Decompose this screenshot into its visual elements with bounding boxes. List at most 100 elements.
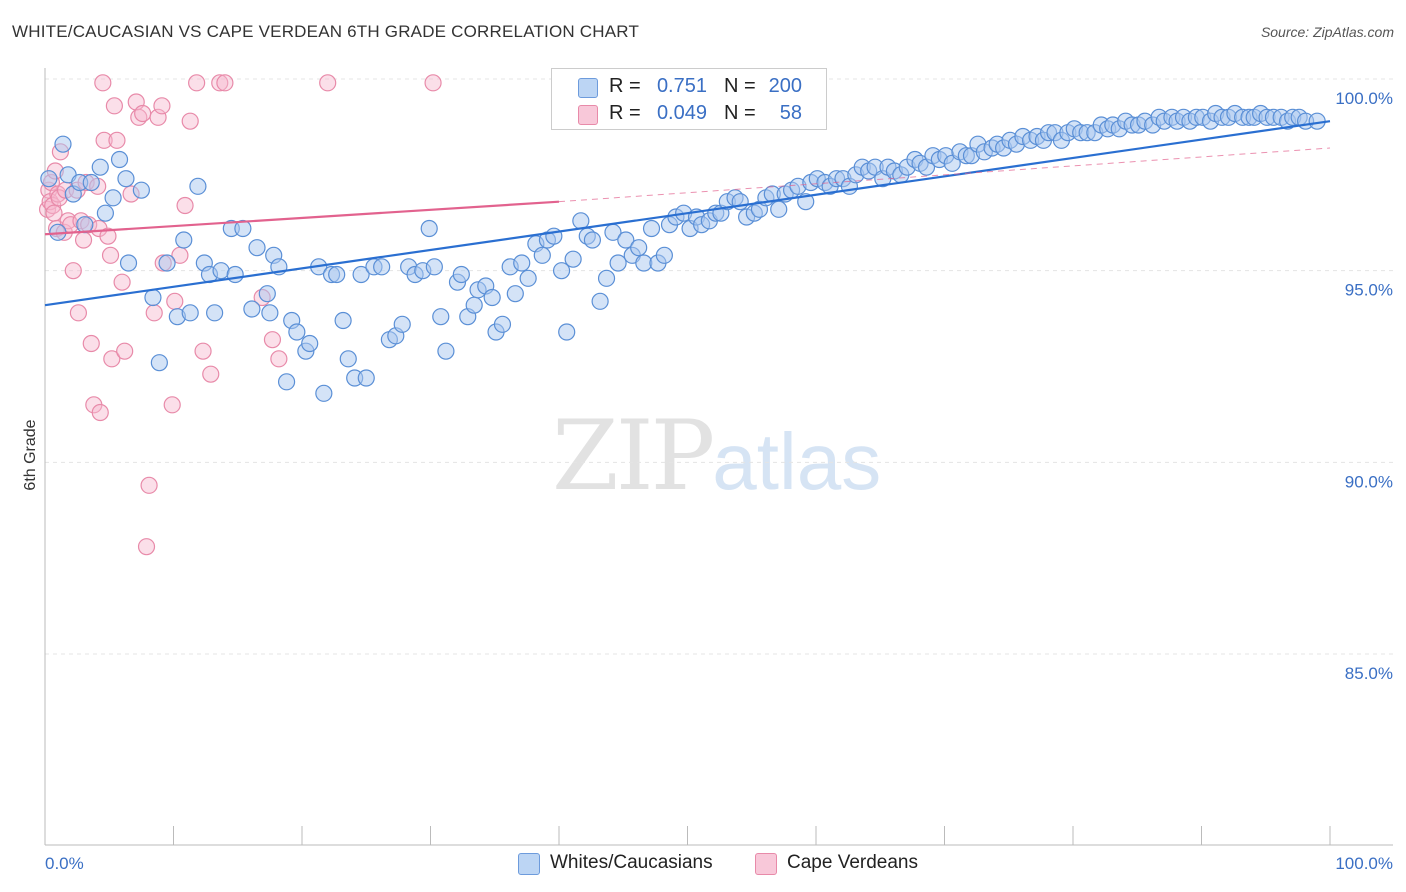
watermark-zip: ZIP (552, 400, 715, 512)
white-caucasian-point (150, 354, 168, 372)
legend-n-value: 58 (779, 102, 802, 124)
white-caucasian-point (54, 135, 72, 153)
legend-swatch-pink (578, 105, 598, 125)
cape-verdean-point (105, 97, 123, 115)
chart-title: WHITE/CAUCASIAN VS CAPE VERDEAN 6TH GRAD… (12, 22, 640, 41)
white-caucasian-point (452, 265, 470, 284)
legend-r-value: 0.049 (656, 102, 707, 124)
white-caucasian-point (40, 170, 58, 188)
white-caucasian-point (301, 334, 319, 353)
white-caucasian-point (630, 239, 648, 257)
legend-row-cape-verdeans: R = 0.049 N = 58 (552, 100, 826, 126)
white-caucasian-point (339, 350, 357, 368)
cape-verdean-point (176, 196, 194, 215)
x-tick-label: 100.0% (1335, 854, 1393, 873)
white-caucasian-point (181, 304, 199, 322)
white-caucasian-point (597, 269, 616, 287)
white-caucasian-point (328, 265, 346, 284)
white-caucasian-point (609, 254, 627, 272)
white-caucasian-point (119, 254, 138, 272)
white-caucasian-point (212, 262, 230, 280)
x-tick-label: 0.0% (45, 854, 84, 873)
white-caucasian-point (425, 258, 443, 276)
white-caucasian-point (96, 204, 114, 222)
white-caucasian-point (189, 177, 207, 195)
white-caucasian-point (564, 250, 582, 268)
white-caucasian-point (261, 304, 279, 322)
cape-verdean-point (263, 331, 282, 349)
white-caucasian-point (432, 308, 450, 326)
cape-verdean-point (194, 342, 212, 360)
y-tick-label: 100.0% (1335, 89, 1393, 108)
white-caucasian-point (243, 300, 261, 318)
white-caucasian-point (617, 231, 635, 249)
white-caucasian-point (393, 315, 411, 333)
bottom-legend-label: Cape Verdeans (787, 852, 918, 873)
legend-r-label: R = (609, 102, 641, 124)
cape-verdean-point (188, 74, 206, 92)
cape-verdean-point (270, 350, 288, 368)
cape-verdean-point (202, 365, 220, 383)
white-caucasian-point (642, 219, 661, 238)
white-caucasian-point (583, 231, 602, 249)
cape-verdeans-trend-line (44, 200, 560, 236)
cape-verdean-point (113, 273, 131, 291)
white-caucasian-point (533, 246, 551, 264)
white-caucasian-point (277, 373, 296, 391)
white-caucasian-point (465, 296, 483, 314)
legend-r-value: 0.751 (656, 75, 707, 97)
white-caucasian-point (572, 212, 590, 230)
cape-verdeans-trend-extension (558, 147, 1331, 203)
y-tick-label: 85.0% (1345, 664, 1393, 683)
legend-row-whites: R = 0.751 N = 200 (552, 73, 826, 99)
cape-verdean-point (137, 538, 156, 556)
legend-n-label: N = (724, 102, 756, 124)
y-tick-label: 90.0% (1345, 472, 1393, 491)
cape-verdean-point (103, 350, 121, 368)
cape-verdean-point (82, 334, 100, 353)
white-caucasian-point (493, 315, 512, 333)
white-caucasian-point (206, 304, 224, 322)
cape-verdean-point (153, 97, 171, 115)
white-caucasian-point (158, 254, 176, 272)
white-caucasian-point (288, 323, 306, 341)
white-caucasian-point (226, 265, 244, 284)
white-caucasian-point (552, 262, 571, 280)
white-caucasian-point (144, 288, 162, 307)
legend-swatch-blue (578, 78, 598, 98)
cape-verdean-point (181, 112, 199, 130)
cape-verdean-point (45, 204, 63, 222)
cape-verdean-point (91, 403, 109, 422)
white-caucasian-point (373, 258, 391, 276)
white-caucasian-point (117, 170, 135, 188)
cape-verdean-point (69, 304, 88, 322)
watermark: ZIPatlas (552, 400, 881, 512)
cape-verdean-point (74, 231, 93, 249)
white-caucasian-point (357, 369, 375, 387)
cape-verdean-point (163, 396, 181, 414)
white-caucasian-point (248, 239, 266, 257)
white-caucasian-point (513, 254, 531, 272)
legend-r-label: R = (609, 75, 641, 97)
white-caucasian-point (352, 265, 370, 284)
cape-verdean-point (101, 246, 120, 264)
y-tick-label: 95.0% (1345, 281, 1393, 300)
whites-caucasians-points (40, 104, 1326, 402)
watermark-atlas: atlas (712, 417, 882, 506)
grid-lines (45, 78, 1393, 655)
cape-verdean-point (95, 131, 113, 149)
cape-verdean-point (108, 131, 126, 149)
white-caucasian-point (506, 285, 524, 303)
white-caucasian-point (234, 219, 252, 238)
trend-lines (44, 120, 1331, 307)
cape-verdean-point (166, 292, 184, 310)
white-caucasian-point (110, 150, 129, 169)
white-caucasian-point (420, 219, 438, 238)
legend-n-label: N = (724, 75, 756, 97)
cape-verdean-point (116, 342, 134, 360)
white-caucasian-point (132, 181, 150, 199)
legend: R = 0.751 N = 200 R = 0.049 N = 58 (551, 68, 827, 130)
axes (44, 68, 1393, 846)
white-caucasian-point (655, 246, 673, 264)
white-caucasian-point (76, 216, 94, 234)
